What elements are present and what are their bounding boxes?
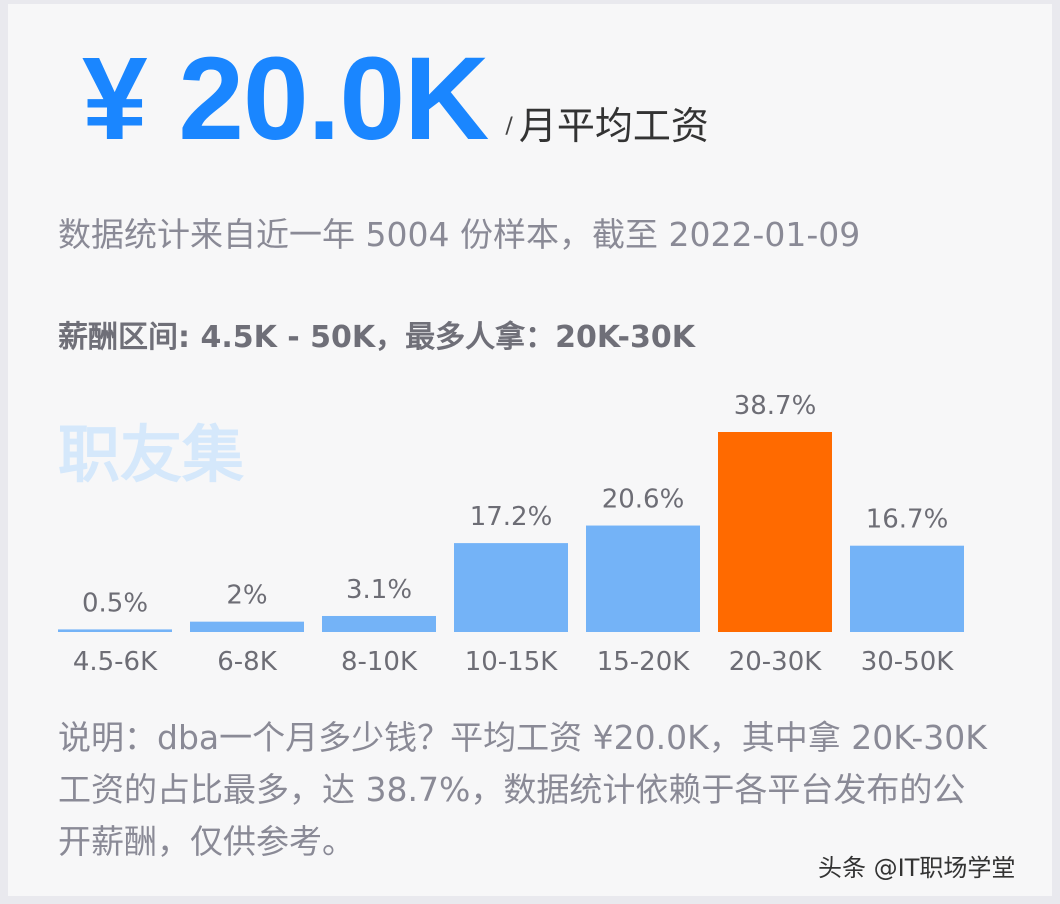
average-salary: ¥ 20.0K xyxy=(82,33,489,165)
bar-15-20K xyxy=(586,525,700,632)
x-tick-label: 6-8K xyxy=(217,647,277,677)
bar-6-8K xyxy=(190,621,304,632)
unit-slash: / xyxy=(505,114,513,139)
bar-value-label: 0.5% xyxy=(82,588,148,618)
salary-card xyxy=(8,4,1052,896)
description-text: 说明：dba一个月多少钱？平均工资 ¥20.0K，其中拿 20K-30K 工资的… xyxy=(58,718,987,861)
x-tick-label: 20-30K xyxy=(729,647,823,677)
x-tick-label: 8-10K xyxy=(341,647,418,677)
x-tick-label: 15-20K xyxy=(597,647,691,677)
x-tick-label: 4.5-6K xyxy=(73,647,158,677)
bar-value-label: 20.6% xyxy=(602,485,685,515)
bar-value-label: 38.7% xyxy=(734,391,817,421)
bar-value-label: 2% xyxy=(226,581,267,611)
bar-10-15K xyxy=(454,543,568,632)
bar-8-10K xyxy=(322,615,436,632)
bar-4.5-6K xyxy=(58,629,172,632)
bar-value-label: 16.7% xyxy=(866,505,949,535)
salary-range: 薪酬区间: 4.5K - 50K，最多人拿：20K-30K xyxy=(58,320,696,355)
watermark-logo: 职友集 xyxy=(58,418,245,491)
headline: ¥ 20.0K / 月平均工资 xyxy=(82,40,709,158)
bar-value-label: 3.1% xyxy=(346,575,412,605)
sample-note: 数据统计来自近一年 5004 份样本，截至 2022-01-09 xyxy=(58,215,861,254)
unit-label: 月平均工资 xyxy=(518,104,709,148)
x-tick-label: 30-50K xyxy=(861,647,955,677)
bar-30-50K xyxy=(850,545,964,632)
bar-value-label: 17.2% xyxy=(470,502,553,532)
source-credit: 头条 @IT职场学堂 xyxy=(818,854,1016,882)
x-tick-label: 10-15K xyxy=(465,647,559,677)
salary-unit: / 月平均工资 xyxy=(505,95,708,150)
bar-20-30K xyxy=(718,432,832,632)
